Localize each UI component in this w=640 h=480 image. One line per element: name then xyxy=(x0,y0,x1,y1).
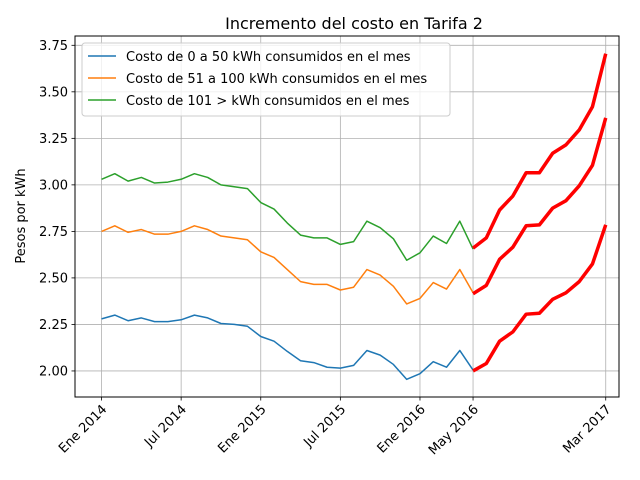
projection-line-2 xyxy=(472,117,608,296)
projection-line-1 xyxy=(472,224,608,373)
legend-label-1: Costo de 0 a 50 kWh consumidos en el mes xyxy=(126,50,411,65)
series-line-3 xyxy=(101,172,474,261)
legend-label-2: Costo de 51 a 100 kWh consumidos en el m… xyxy=(126,72,427,87)
series-lines xyxy=(101,53,608,381)
x-tick-label: Mar 2017 xyxy=(560,402,614,456)
legend: Costo de 0 a 50 kWh consumidos en el mes… xyxy=(81,42,451,117)
series-line-1 xyxy=(101,314,474,381)
y-tick-label: 3.00 xyxy=(39,178,68,193)
series-line-2 xyxy=(101,225,474,305)
x-axis-ticks: Ene 2014 Jul 2014 Ene 2015 Jul 2015 Ene 2016… xyxy=(56,397,615,458)
y-tick-label: 2.50 xyxy=(39,271,68,286)
y-tick-label: 3.50 xyxy=(39,85,68,100)
x-tick-label: Ene 2016 xyxy=(375,402,429,456)
chart-title: Incremento del costo en Tarifa 2 xyxy=(225,14,483,33)
x-tick-label: Ene 2015 xyxy=(215,402,269,456)
y-tick-label: 2.75 xyxy=(39,225,68,240)
x-tick-label: Ene 2014 xyxy=(56,402,110,456)
y-axis-ticks: 2.00 2.25 2.50 2.75 3.00 3.25 3.50 3.75 xyxy=(39,39,75,379)
x-tick-label: May 2016 xyxy=(426,402,482,458)
plot-frame xyxy=(74,35,620,398)
x-tick-label: Jul 2014 xyxy=(141,402,190,451)
y-axis-label: Pesos por kWh xyxy=(14,168,29,263)
projection-line-3 xyxy=(471,53,608,250)
legend-box xyxy=(81,42,451,117)
legend-label-3: Costo de 101 > kWh consumidos en el mes xyxy=(126,94,410,109)
y-tick-label: 3.25 xyxy=(39,132,68,147)
y-tick-label: 2.00 xyxy=(39,364,68,379)
y-tick-label: 3.75 xyxy=(39,39,68,54)
x-tick-label: Jul 2015 xyxy=(300,402,349,451)
y-tick-label: 2.25 xyxy=(39,318,68,333)
